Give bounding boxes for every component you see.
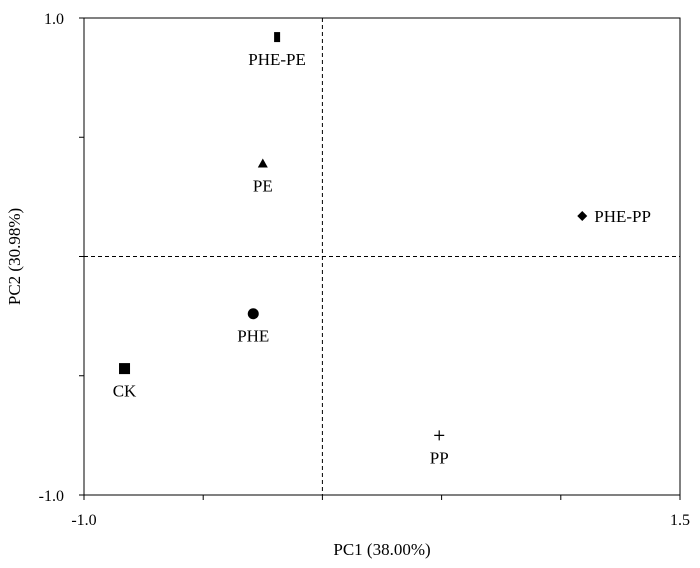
x-axis-title: PC1 (38.00%) — [333, 540, 430, 559]
point-marker-ck — [119, 363, 131, 375]
point-marker-phe — [247, 308, 259, 320]
point-label-phe-pp: PHE-PP — [594, 207, 651, 226]
point-marker-pe — [257, 158, 268, 168]
point-marker-pp — [434, 430, 445, 441]
y-tick-label-min: -1.0 — [39, 488, 64, 505]
axis-ticks — [79, 17, 681, 500]
point-label-pe: PE — [253, 176, 273, 195]
x-tick-label-max: 1.5 — [670, 512, 690, 529]
point-marker-phe-pp — [577, 210, 588, 221]
x-tick-label-min: -1.0 — [71, 512, 96, 529]
point-label-phe-pe: PHE-PE — [248, 50, 306, 69]
data-points: PHE-PE PE PHE-PP PHE CK PP — [113, 32, 651, 467]
point-marker-phe-pe — [274, 32, 281, 43]
point-label-pp: PP — [430, 448, 449, 467]
y-tick-label-max: 1.0 — [44, 11, 64, 28]
point-label-ck: CK — [113, 382, 137, 401]
point-label-phe: PHE — [237, 327, 269, 346]
y-axis-title: PC2 (30.98%) — [5, 208, 24, 305]
